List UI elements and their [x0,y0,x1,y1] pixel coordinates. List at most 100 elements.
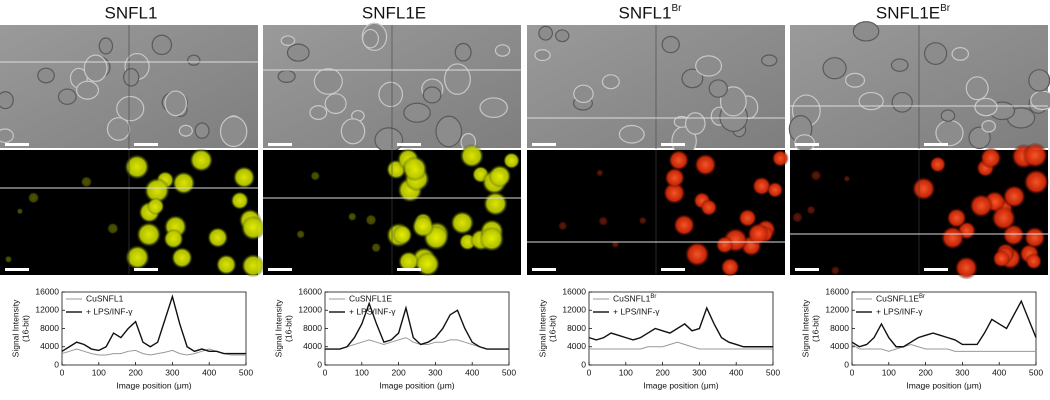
fluorescent-cell [843,175,851,182]
scale-bar [924,143,948,146]
dic-cell [684,112,706,135]
series-line [325,301,509,350]
dic-cell [538,25,553,41]
dic-cell [695,55,723,77]
fluorescent-cell [940,226,965,250]
dic-cell [573,84,594,104]
x-tick-label: 200 [656,367,670,377]
dic-cell [362,28,380,49]
dic-cell [1028,69,1050,92]
fluorescent-cell [830,265,840,276]
dic-cell [313,68,343,95]
scale-bar [134,143,158,146]
dic-cell [106,117,131,141]
fluorescent-cell [720,257,740,277]
dic-cell [761,54,778,67]
fluorescent-cell [664,167,685,188]
legend-label: + LPS/INF-γ [349,306,396,316]
fluorescent-cell [371,242,382,253]
panel: SNFL1 0 100 200 300 400 500 0 4000 8000 12000 16000… [0,3,266,390]
fluorescent-cell [136,222,162,247]
dic-cell [187,54,201,66]
series-line [589,341,773,350]
fluorescent-cell [946,207,967,228]
dic-cell [280,35,296,46]
fluorescent-cell [766,181,784,199]
x-tick-label: 200 [919,367,933,377]
dic-cell [75,80,99,100]
fluorescent-cell [638,216,647,225]
x-axis-label: Image position (μm) [643,380,718,390]
fluorescent-cell [771,149,789,167]
dic-cell [178,124,193,137]
x-tick-label: 500 [1029,367,1043,377]
y-tick-label: 16000 [298,286,322,296]
y-tick-label: 4000 [567,341,586,351]
x-tick-label: 100 [882,367,896,377]
fluorescent-cell [172,171,196,195]
fluorescent-cell [954,256,979,280]
scale-bar [924,268,948,271]
fluorescent-cell [752,176,772,196]
title-superscript: Br [940,3,951,14]
dic-cell [974,97,998,117]
x-axis-label: Image position (μm) [116,380,191,390]
fluorescent-cell [663,181,686,205]
y-tick-label: 8000 [303,323,322,333]
fluorescent-cell [398,251,420,273]
dic-cell [0,128,14,144]
legend-label: CuSNFL1EBr [876,293,925,303]
scale-bar [134,268,158,271]
dic-cell [891,91,913,113]
scale-bar [661,143,685,146]
fluorescent-cell [1025,253,1043,270]
dic-cell [661,35,680,54]
fluorescent-cell [230,191,249,210]
fluorescent-cell [911,176,936,201]
fluorescent-cell [107,222,119,235]
x-tick-label: 300 [428,367,442,377]
x-tick-label: 500 [502,367,516,377]
y-tick-label: 0 [317,359,322,369]
dic-cell [151,34,173,56]
x-axis-label: Image position (μm) [906,380,981,390]
x-tick-label: 500 [239,367,253,377]
fluorescent-cell [450,210,475,235]
fluorescent-cell [991,205,1017,231]
x-tick-label: 0 [850,367,855,377]
y-tick-label: 8000 [40,323,59,333]
fluorescent-cell [232,166,256,189]
x-tick-label: 400 [202,367,216,377]
dic-cell [435,115,463,148]
fluorescent-cell [401,155,428,182]
fluorescent-cell [1023,226,1046,249]
title-superscript: Br [671,3,682,14]
y-tick-label: 12000 [298,305,322,315]
x-tick-label: 400 [992,367,1006,377]
fluorescent-cell [296,230,305,239]
y-axis-label: Signal Intensity [10,299,20,357]
x-tick-label: 300 [165,367,179,377]
dic-cell [618,124,645,144]
dic-cell [277,69,296,83]
x-tick-label: 400 [729,367,743,377]
y-tick-label: 12000 [35,305,59,315]
scale-bar [532,143,556,146]
fluorescent-cell [215,254,237,276]
dic-cell [968,126,991,150]
dic-cell [444,63,471,95]
dic-cell [83,54,108,83]
fluorescent-cell [980,147,1002,169]
dic-cell [555,29,570,43]
legend-label: + LPS/INF-γ [86,306,133,316]
dic-cell [219,115,248,148]
scale-bar [532,268,556,271]
fluorescent-cell [459,143,484,168]
dic-cell [422,86,442,104]
fluorescent-cell [700,199,718,217]
series-line [851,343,1036,352]
dic-cell [858,91,884,111]
fluorescent-cell [144,177,170,204]
y-axis-label: (16-bit) [810,315,820,342]
scale-bar [795,268,819,271]
